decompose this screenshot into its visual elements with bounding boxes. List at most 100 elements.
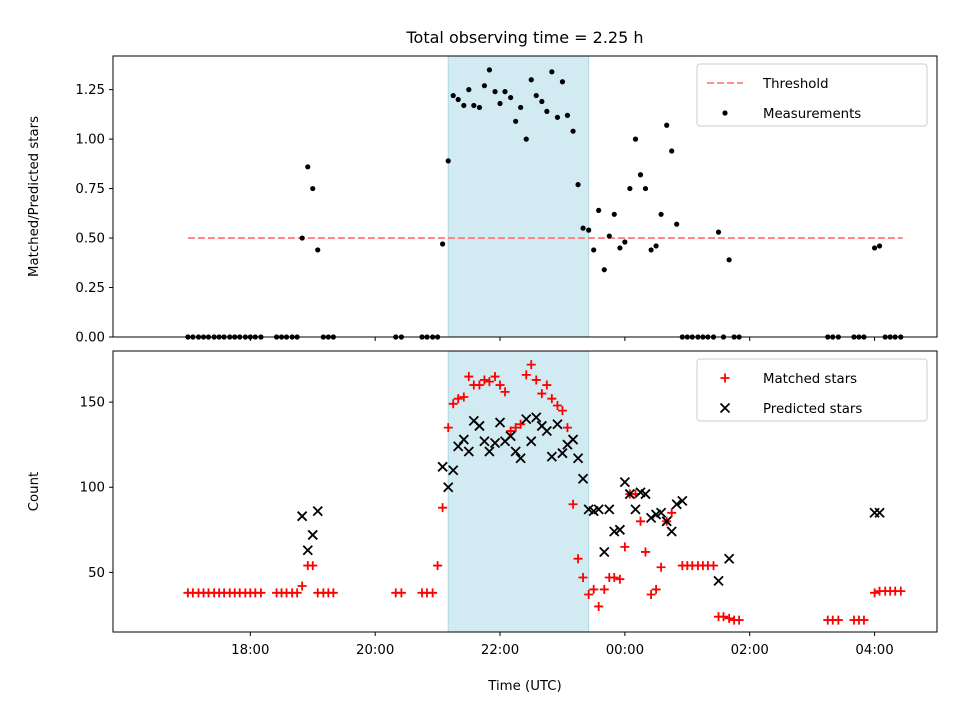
measurement-point [455, 96, 461, 103]
measurement-point [445, 158, 451, 164]
y-tick-label: 0.25 [75, 281, 105, 296]
matched-star-point [594, 601, 604, 611]
matched-star-point [474, 380, 484, 390]
measurement-point [658, 211, 664, 217]
measurement-point [611, 211, 617, 217]
measurement-point [627, 185, 633, 192]
measurement-point [508, 94, 514, 101]
measurement-point [591, 247, 597, 253]
matched-star-point [506, 426, 516, 436]
matched-star-point [667, 508, 677, 518]
plot-frame [112, 55, 938, 338]
matched-star-point [526, 360, 536, 370]
measurement-point [486, 67, 493, 73]
matched-star-point [870, 588, 880, 598]
predicted-star-point [640, 488, 651, 500]
measurement-point [523, 136, 529, 142]
predicted-star-point [677, 495, 688, 507]
y-axis-label: Count [27, 472, 42, 512]
legend-entry-label: Threshold [762, 77, 829, 92]
predicted-star-point [479, 436, 490, 447]
y-tick-label: 0.00 [75, 331, 105, 346]
legend-box [696, 358, 928, 422]
series-matched-stars [183, 360, 906, 625]
y-tick-label: 150 [80, 396, 105, 411]
matched-star-point [578, 573, 588, 583]
ratio-panel: 0.00 0.25 0.50 0.75 1.00 1.25 Matched/Predicte… [27, 55, 938, 346]
measurement-point [575, 182, 581, 188]
predicted-star-point [494, 417, 506, 428]
predicted-star-point [531, 412, 542, 423]
measurement-point [539, 98, 545, 105]
predicted-star-point [599, 546, 610, 558]
matched-star-point [547, 394, 557, 404]
measurement-point [518, 104, 524, 111]
y-axis-label: Matched/Predicted stars [27, 116, 42, 277]
measurement-point [310, 185, 316, 192]
predicted-star-point [541, 425, 552, 437]
measurement-point [315, 247, 321, 253]
matched-star-point [453, 394, 463, 404]
predicted-star-point [666, 526, 677, 537]
measurement-point [637, 172, 644, 178]
predicted-star-point [593, 504, 604, 515]
predicted-star-point [609, 526, 620, 537]
legend-matched-swatch [720, 373, 730, 383]
matched-star-point [531, 375, 541, 385]
legend-entry-label: Predicted stars [763, 402, 862, 417]
measurement-point [481, 83, 488, 89]
observing-window-span [447, 350, 590, 633]
measurement-point [554, 114, 561, 120]
matched-star-point [620, 542, 630, 552]
measurement-point [570, 128, 576, 134]
matched-star-point [292, 588, 302, 598]
measurement-point [544, 108, 550, 115]
measurement-point [601, 267, 607, 273]
matched-star-point [328, 588, 338, 598]
predicted-star-point [567, 434, 579, 445]
matched-star-point [557, 406, 567, 416]
predicted-star-point [458, 434, 469, 445]
legend-box [696, 63, 928, 127]
matched-star-point [719, 612, 729, 622]
predicted-star-point [307, 529, 318, 541]
predicted-star-point [624, 488, 636, 500]
matched-star-point [443, 423, 453, 433]
predicted-star-point [604, 504, 615, 515]
predicted-star-point [521, 413, 532, 425]
x-tick-label: 22:00 [481, 643, 519, 658]
matched-star-point [256, 588, 266, 598]
predicted-star-point [661, 516, 672, 527]
matched-star-point [562, 423, 572, 433]
measurement-point [513, 118, 519, 124]
measurement-point [622, 239, 628, 245]
y-tick-label: 100 [80, 481, 105, 496]
matched-star-point [552, 400, 562, 410]
measurement-point [471, 102, 477, 109]
predicted-star-point [510, 446, 521, 457]
figure-title: Total observing time = 2.25 h [405, 28, 643, 47]
matched-star-point [516, 419, 526, 429]
predicted-star-point [713, 575, 724, 587]
matched-star-point [297, 581, 307, 591]
measurement-point [580, 225, 586, 231]
y-tick-label: 0.50 [75, 232, 105, 247]
measurement-point [726, 257, 732, 263]
predicted-star-point [505, 431, 516, 442]
predicted-star-point [557, 448, 568, 459]
predicted-star-point [619, 476, 631, 488]
y-tick-label: 0.75 [75, 182, 105, 197]
measurement-point [502, 89, 508, 95]
matched-star-point [609, 573, 619, 583]
measurement-point [674, 221, 680, 227]
matched-star-point [484, 377, 494, 387]
measurement-point [559, 79, 566, 85]
matched-star-point [709, 561, 719, 571]
predicted-star-point [297, 511, 308, 522]
predicted-star-point [723, 553, 735, 564]
count-panel: 50 100 150 18:00 20:00 22:00 00:00 02:00 04:00 Co… [27, 350, 938, 658]
measurement-point [476, 104, 483, 111]
measurement-point [642, 185, 649, 192]
series-measurements [185, 67, 904, 340]
